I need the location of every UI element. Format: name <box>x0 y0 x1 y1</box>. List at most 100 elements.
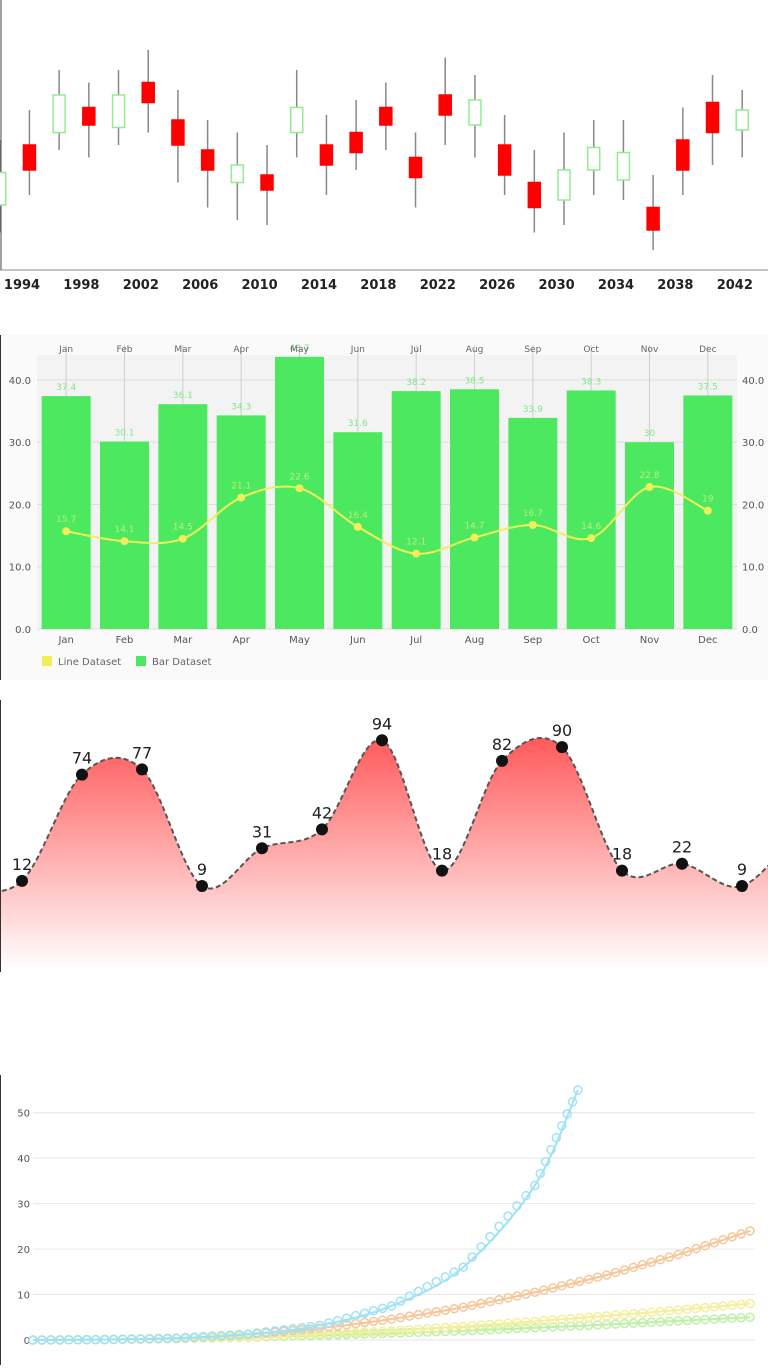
candle-down <box>379 106 393 126</box>
candle-up <box>0 171 7 206</box>
line-value-label: 14.7 <box>464 521 484 531</box>
series-marker <box>207 1331 217 1341</box>
area-fill <box>0 737 768 970</box>
series-marker <box>610 1319 621 1329</box>
series-marker <box>261 1327 271 1337</box>
data-point <box>616 864 628 877</box>
series-marker <box>718 1313 728 1324</box>
series-marker <box>637 1317 648 1328</box>
x-tick-label: 2014 <box>301 278 337 293</box>
data-point <box>436 864 448 877</box>
x-tick-label: 2026 <box>479 278 515 293</box>
series-marker <box>485 1231 495 1242</box>
bar-value-label: 30.1 <box>114 429 134 439</box>
series-marker <box>494 1295 504 1305</box>
series-marker <box>37 1335 47 1345</box>
candle-down <box>497 144 512 176</box>
series-marker <box>637 1308 648 1318</box>
data-point <box>736 880 748 892</box>
series-marker <box>548 1315 558 1325</box>
series-marker <box>682 1304 693 1314</box>
x-tick-label: Mar <box>173 635 193 646</box>
x-tick-label: Oct <box>583 635 600 646</box>
bar <box>275 356 324 629</box>
series-marker <box>494 1221 504 1232</box>
series-marker <box>682 1315 693 1326</box>
data-point-label: 90 <box>552 721 572 740</box>
series-marker <box>503 1324 513 1334</box>
candle-down <box>260 174 274 191</box>
series-marker <box>467 1252 477 1262</box>
x-tick-label-top: Nov <box>641 345 659 355</box>
x-tick-label: 1994 <box>4 278 40 293</box>
series-marker <box>243 1329 253 1339</box>
series-marker <box>458 1302 468 1313</box>
x-tick-label-top: Apr <box>233 345 249 355</box>
y-tick-label: 20 <box>17 1245 30 1256</box>
series-marker <box>126 1334 137 1344</box>
candlestick-chart: 1994 1998 2002 2006 2010 2014 2018 2022 2026 2030… <box>0 0 768 300</box>
series-marker <box>664 1252 675 1262</box>
series-marker <box>540 1156 551 1167</box>
x-tick-label: Nov <box>640 635 660 646</box>
series-marker <box>691 1303 701 1314</box>
series-marker <box>440 1322 451 1333</box>
data-point-label: 9 <box>737 860 747 879</box>
data-point-label: 77 <box>132 743 152 762</box>
series-marker <box>512 1317 522 1328</box>
x-tick-label: Aug <box>465 635 485 646</box>
bar <box>41 396 91 629</box>
line-value-label: 14.6 <box>581 522 601 532</box>
series-marker <box>592 1272 603 1282</box>
data-point <box>376 734 388 747</box>
data-point <box>76 768 88 781</box>
series-marker <box>709 1314 719 1324</box>
y-tick-label-left: 10.0 <box>9 563 31 574</box>
candle-down <box>141 81 155 104</box>
x-tick-label: Jun <box>349 635 366 646</box>
candle-down <box>82 106 96 126</box>
x-tick-label: 2010 <box>242 278 278 293</box>
area-chart: 12 74 77 9 31 42 94 18 82 90 18 22 9 <box>0 700 768 975</box>
bar <box>391 391 441 629</box>
y-tick-label-left: 30.0 <box>9 438 31 449</box>
series-marker <box>700 1240 710 1251</box>
series-marker <box>494 1324 504 1335</box>
series-marker <box>574 1313 585 1323</box>
series-marker <box>718 1301 728 1311</box>
legend-label-line: Line Dataset <box>58 657 121 668</box>
series-marker <box>619 1309 630 1320</box>
x-tick-label: 2006 <box>182 278 218 293</box>
series-marker <box>359 1308 370 1318</box>
bar <box>450 389 499 629</box>
series-marker <box>655 1254 666 1265</box>
x-tick-label: 2038 <box>657 278 693 293</box>
candle-up <box>230 164 245 184</box>
candle-up <box>289 106 304 134</box>
combo-svg: 0.0 0.0 10.0 10.0 20.0 20.0 30.0 30.0 40.0 40.0 37… <box>0 335 768 680</box>
series-marker <box>180 1332 191 1343</box>
series-marker <box>431 1323 442 1333</box>
y-tick-label-right: 20.0 <box>742 500 764 511</box>
line-point <box>120 537 129 546</box>
series-marker <box>736 1299 746 1310</box>
series-marker <box>521 1323 531 1333</box>
candle-up <box>468 99 482 126</box>
series-marker <box>494 1319 504 1329</box>
series-marker <box>64 1335 74 1345</box>
bar-value-label: 43.7 <box>289 344 309 354</box>
series-marker <box>655 1317 666 1327</box>
series-marker <box>592 1311 603 1322</box>
legend-swatch-line <box>42 656 52 666</box>
series-marker <box>467 1320 477 1331</box>
data-point <box>136 763 148 776</box>
y-tick-label-left: 20.0 <box>9 500 31 511</box>
series-marker <box>324 1318 334 1328</box>
bar-value-label: 37.5 <box>698 382 718 392</box>
candle-down <box>22 144 37 171</box>
series-marker <box>395 1325 406 1336</box>
y-tick-label-right: 30.0 <box>742 438 764 449</box>
bar-value-label: 38.2 <box>406 378 426 388</box>
bar-value-label: 38.5 <box>464 376 484 386</box>
series-marker <box>736 1229 746 1239</box>
